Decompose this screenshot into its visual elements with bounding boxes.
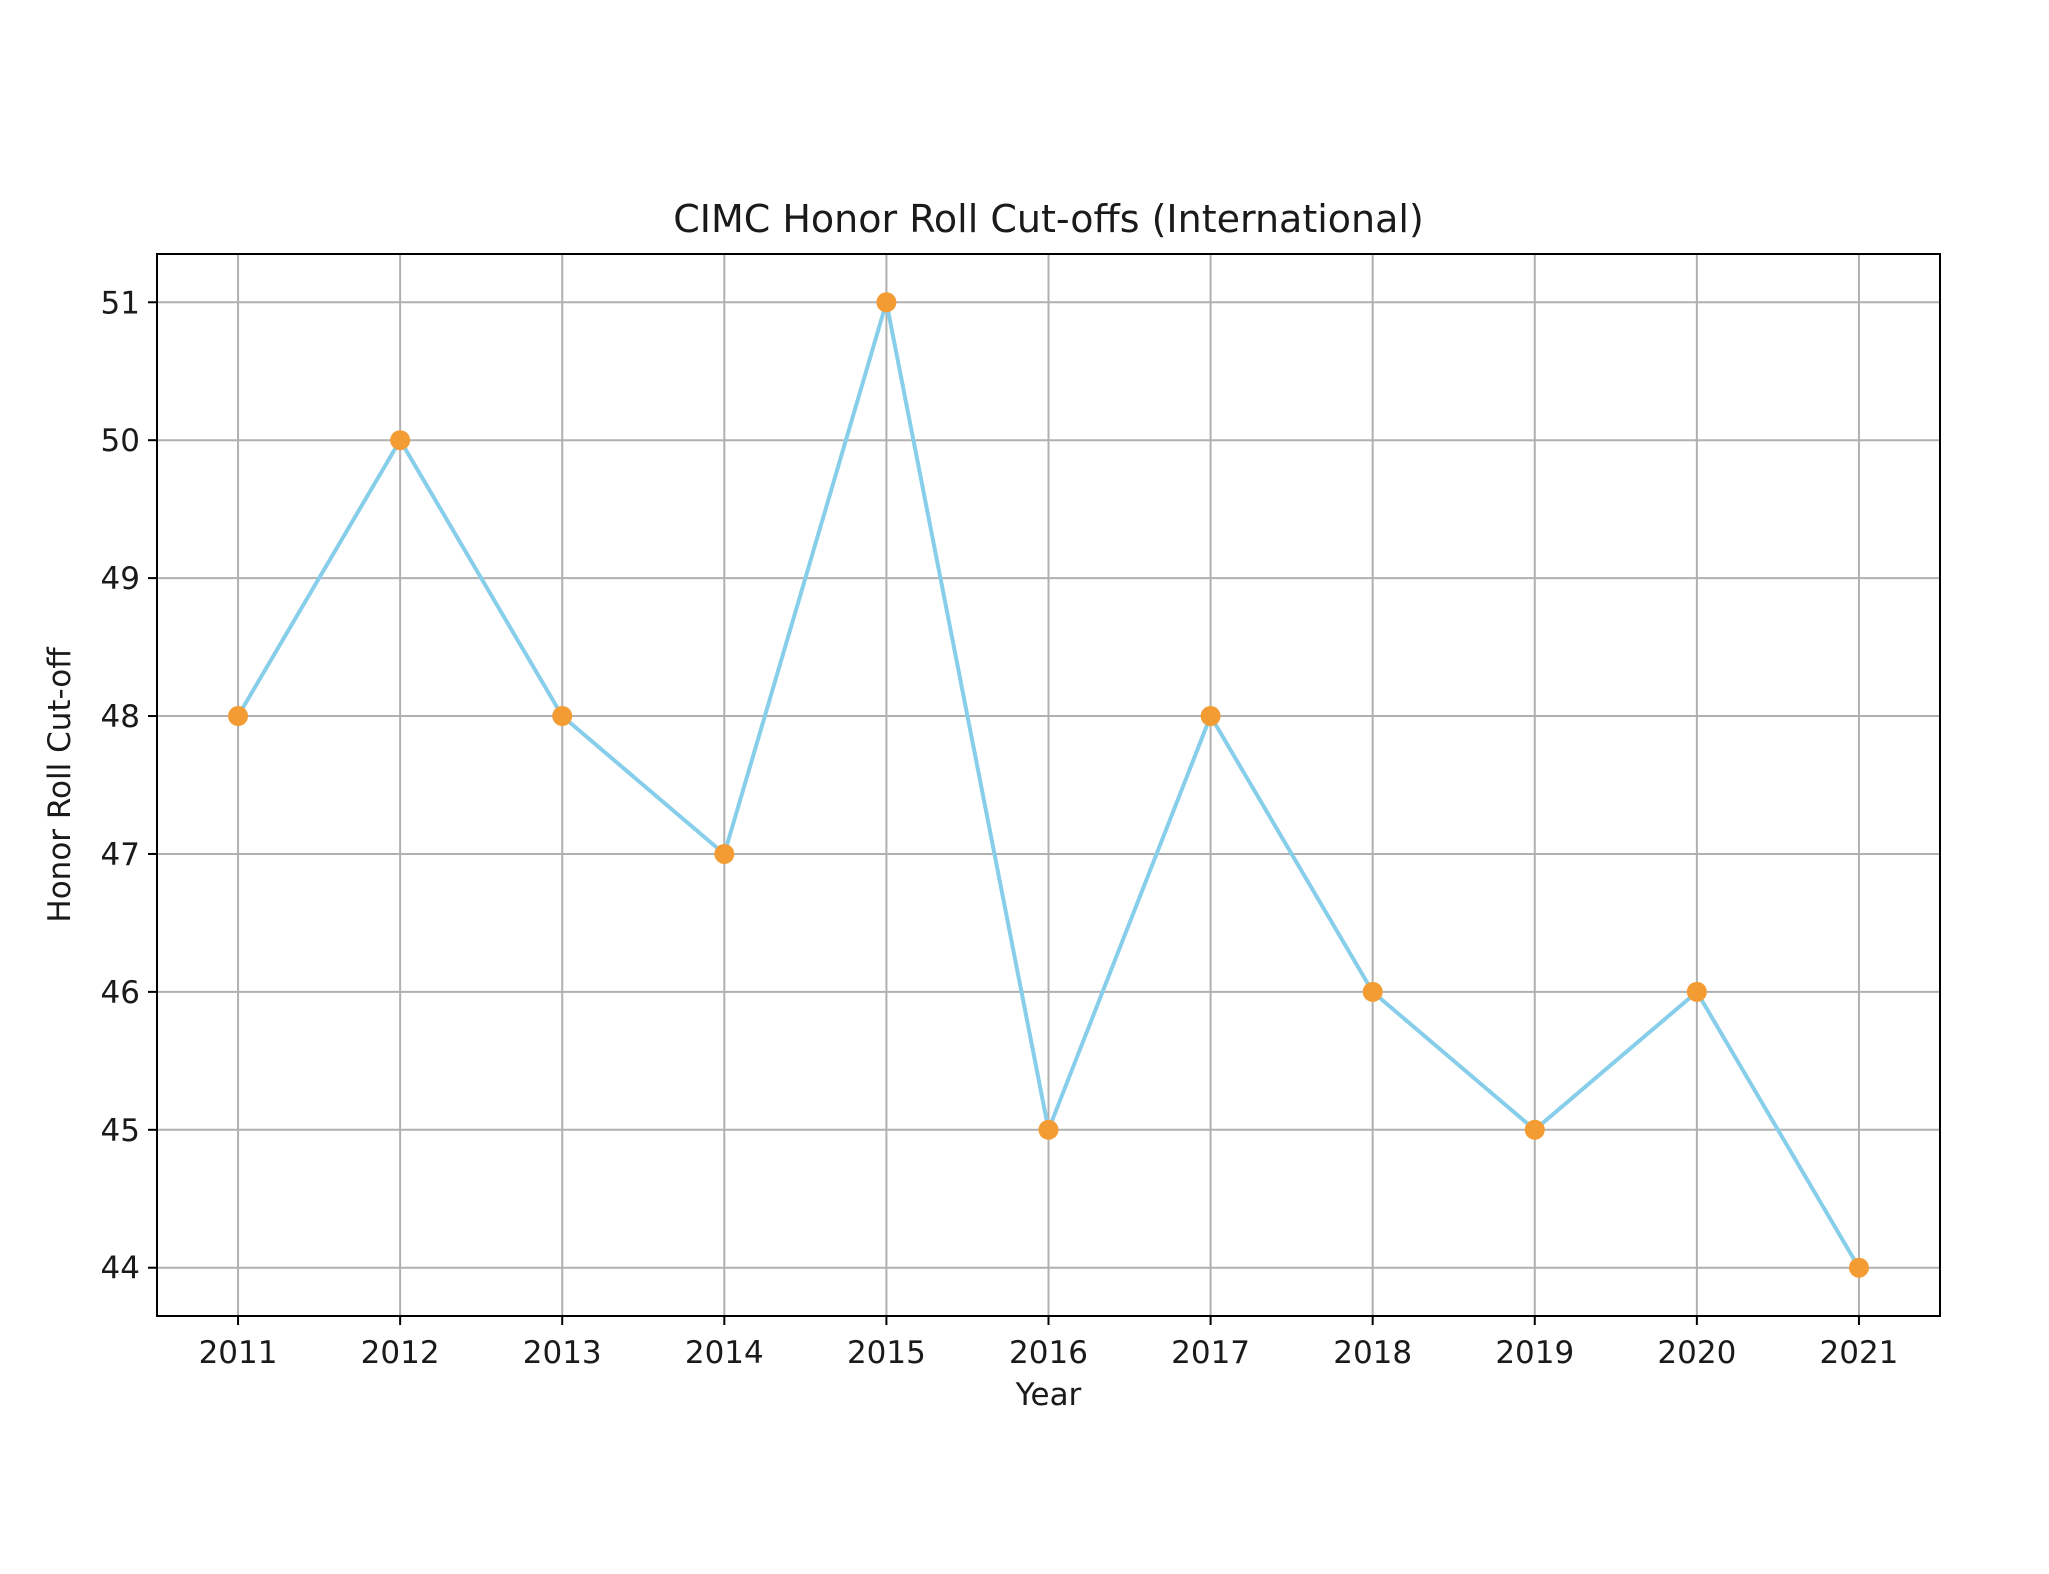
y-tick-label: 51 [101,285,140,321]
data-point [714,843,735,864]
y-tick-label: 45 [101,1113,140,1149]
y-tick-label: 49 [101,561,140,597]
x-tick-label: 2015 [847,1335,926,1371]
data-point [390,430,411,451]
data-point [1686,981,1707,1002]
y-axis-label: Honor Roll Cut-off [42,647,78,923]
y-tick-label: 44 [101,1251,140,1287]
x-tick-label: 2011 [199,1335,278,1371]
chart-title: CIMC Honor Roll Cut-offs (International) [673,197,1424,241]
y-tick-label: 46 [101,975,140,1011]
data-point [1038,1119,1059,1140]
x-tick-label: 2016 [1009,1335,1088,1371]
data-point [228,706,249,727]
y-tick-label: 48 [101,699,140,735]
data-point [1362,981,1383,1002]
x-tick-label: 2013 [523,1335,602,1371]
data-point [876,292,897,313]
data-point [1848,1257,1869,1278]
x-axis-label: Year [1015,1377,1082,1413]
x-tick-label: 2012 [361,1335,440,1371]
x-tick-label: 2021 [1820,1335,1899,1371]
tick-layer: 2011 2012 2013 2014 2015 2016 2017 2018 2019 2020… [101,285,1899,1371]
data-point [1200,706,1221,727]
y-tick-label: 50 [101,423,140,459]
x-tick-label: 2018 [1333,1335,1412,1371]
data-point [552,706,573,727]
y-tick-label: 47 [101,837,140,873]
data-point [1524,1119,1545,1140]
x-tick-label: 2017 [1171,1335,1250,1371]
series-layer [228,292,1869,1278]
x-tick-label: 2020 [1657,1335,1736,1371]
x-tick-label: 2014 [685,1335,764,1371]
grid-layer [157,254,1940,1316]
x-tick-label: 2019 [1495,1335,1574,1371]
